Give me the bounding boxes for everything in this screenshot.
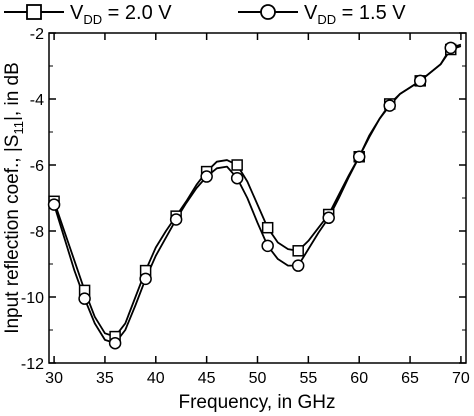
data-point-circle: [322, 211, 335, 225]
data-point-circle: [413, 74, 427, 88]
legend-label: V: [304, 2, 318, 24]
legend-square-marker: [26, 4, 42, 20]
legend-entry-vdd-1p5v: VDD = 1.5 V: [238, 2, 406, 27]
series-markers: [47, 41, 457, 350]
legend-label-sub: DD: [317, 12, 336, 27]
legend-entry-vdd-2v: VDD = 2.0 V: [4, 2, 172, 27]
legend-label: V: [70, 2, 84, 24]
data-point-circle: [230, 171, 244, 185]
data-point-circle: [139, 272, 152, 286]
y-tick-label: -6: [30, 158, 44, 175]
data-point-circle: [200, 170, 213, 183]
data-point-circle: [108, 336, 122, 350]
svg-text:VDD = 1.5 V: VDD = 1.5 V: [304, 2, 406, 27]
y-axis-label-tail: |, in dB: [2, 62, 23, 121]
legend: VDD = 2.0 V VDD = 1.5 V: [4, 2, 406, 27]
data-point-circle: [78, 292, 91, 305]
y-axis-label-main: Input reflection coef., |S: [2, 135, 23, 334]
data-point-circle: [444, 41, 457, 55]
x-tick-label: 70: [452, 370, 470, 387]
series-line-1: [53, 43, 462, 345]
y-tick-label: -12: [21, 356, 44, 373]
data-point-circle: [352, 150, 366, 163]
x-tick-label: 30: [45, 370, 63, 387]
x-tick-label: 45: [198, 370, 216, 387]
x-tick-label: 65: [401, 370, 419, 387]
tick-labels: 30 35 40 45 50 55 60 65 70 -12 -10 -8 -6 -4 -2: [21, 26, 470, 387]
data-point-circle: [261, 239, 274, 253]
x-tick-label: 50: [249, 370, 267, 387]
data-point-square: [261, 221, 274, 234]
y-tick-label: -10: [21, 290, 44, 307]
x-axis-label: Frequency, in GHz: [179, 392, 336, 413]
y-tick-label: -2: [30, 26, 44, 43]
data-point-square: [292, 245, 304, 257]
plot-frame: [48, 32, 467, 364]
data-point-circle: [291, 259, 305, 272]
legend-label-sub: DD: [83, 12, 102, 27]
data-point-circle: [383, 99, 396, 112]
y-tick-label: -4: [30, 92, 44, 109]
x-tick-label: 40: [147, 370, 165, 387]
y-tick-label: -8: [30, 224, 44, 241]
legend-label-tail: = 1.5 V: [336, 2, 406, 24]
x-tick-label: 60: [350, 370, 368, 387]
svg-text:VDD = 2.0 V: VDD = 2.0 V: [70, 2, 172, 27]
data-point-circle: [47, 198, 61, 211]
x-tick-label: 35: [96, 370, 114, 387]
y-axis-label-sub: 11: [11, 121, 26, 135]
series-lines: [53, 43, 462, 345]
axis-ticks: [49, 32, 466, 364]
x-tick-label: 55: [299, 370, 317, 387]
y-axis-label: Input reflection coef., |S11|, in dB: [2, 62, 26, 334]
data-point-circle: [169, 213, 183, 226]
legend-circle-marker: [260, 4, 276, 20]
legend-label-tail: = 2.0 V: [102, 2, 172, 24]
series-line-0: [53, 45, 462, 338]
data-point-square: [231, 159, 243, 171]
